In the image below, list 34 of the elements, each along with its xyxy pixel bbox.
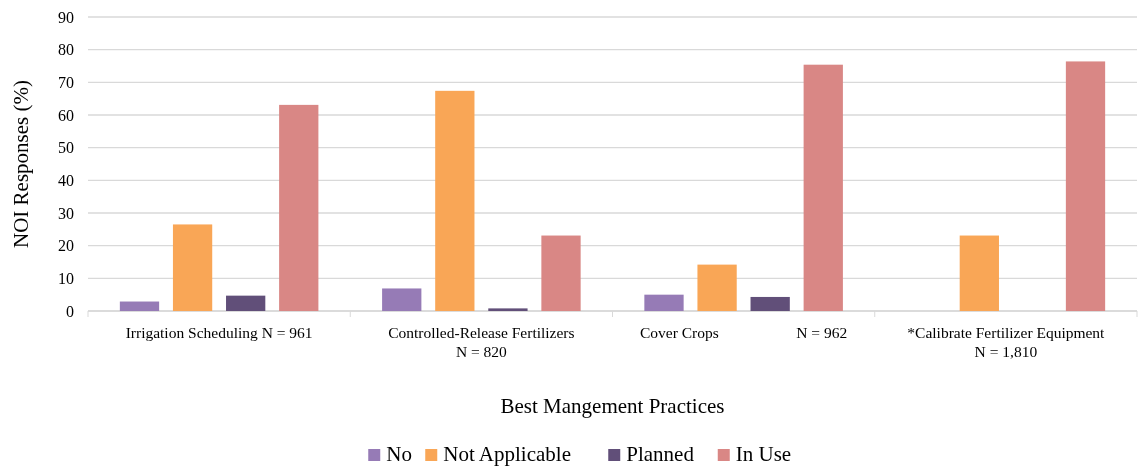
bar xyxy=(697,264,737,311)
bar xyxy=(119,301,160,311)
bar xyxy=(488,308,528,311)
x-tick-label: *Calibrate Fertilizer Equipment N = 1,810 xyxy=(907,324,1106,360)
legend-label: No xyxy=(386,442,412,466)
bar xyxy=(382,288,422,311)
y-tick-label: 80 xyxy=(58,41,74,59)
legend-label: Planned xyxy=(626,442,695,466)
bar xyxy=(226,295,266,311)
bar xyxy=(644,294,684,311)
y-tick-label: 90 xyxy=(58,8,74,26)
y-tick-label: 20 xyxy=(58,237,74,255)
y-tick-label: 70 xyxy=(58,73,74,91)
bar xyxy=(803,64,843,311)
bar xyxy=(435,90,475,311)
bar xyxy=(1065,61,1106,311)
y-tick-label: 40 xyxy=(58,171,74,189)
y-tick-label: 30 xyxy=(58,204,74,222)
x-tick-label: Irrigation Scheduling N = 961 xyxy=(125,324,313,341)
y-tick-label: 60 xyxy=(58,106,74,124)
bar xyxy=(959,235,999,311)
y-tick-label: 0 xyxy=(66,302,74,320)
bar xyxy=(750,296,790,311)
bar xyxy=(172,224,213,311)
bar xyxy=(279,104,319,311)
x-tick-label: Controlled-Release Fertilizers N = 820 xyxy=(388,324,575,360)
x-tick-label: Cover Crops N = 962 xyxy=(640,324,848,341)
bar xyxy=(541,235,581,311)
legend-label: Not Applicable xyxy=(443,442,571,466)
y-tick-label: 50 xyxy=(58,139,74,157)
legend-label: In Use xyxy=(735,442,792,466)
y-tick-label: 10 xyxy=(58,269,74,287)
y-axis-title: NOI Responses (%) xyxy=(9,80,33,248)
x-axis-title: Best Mangement Practices xyxy=(500,394,725,418)
